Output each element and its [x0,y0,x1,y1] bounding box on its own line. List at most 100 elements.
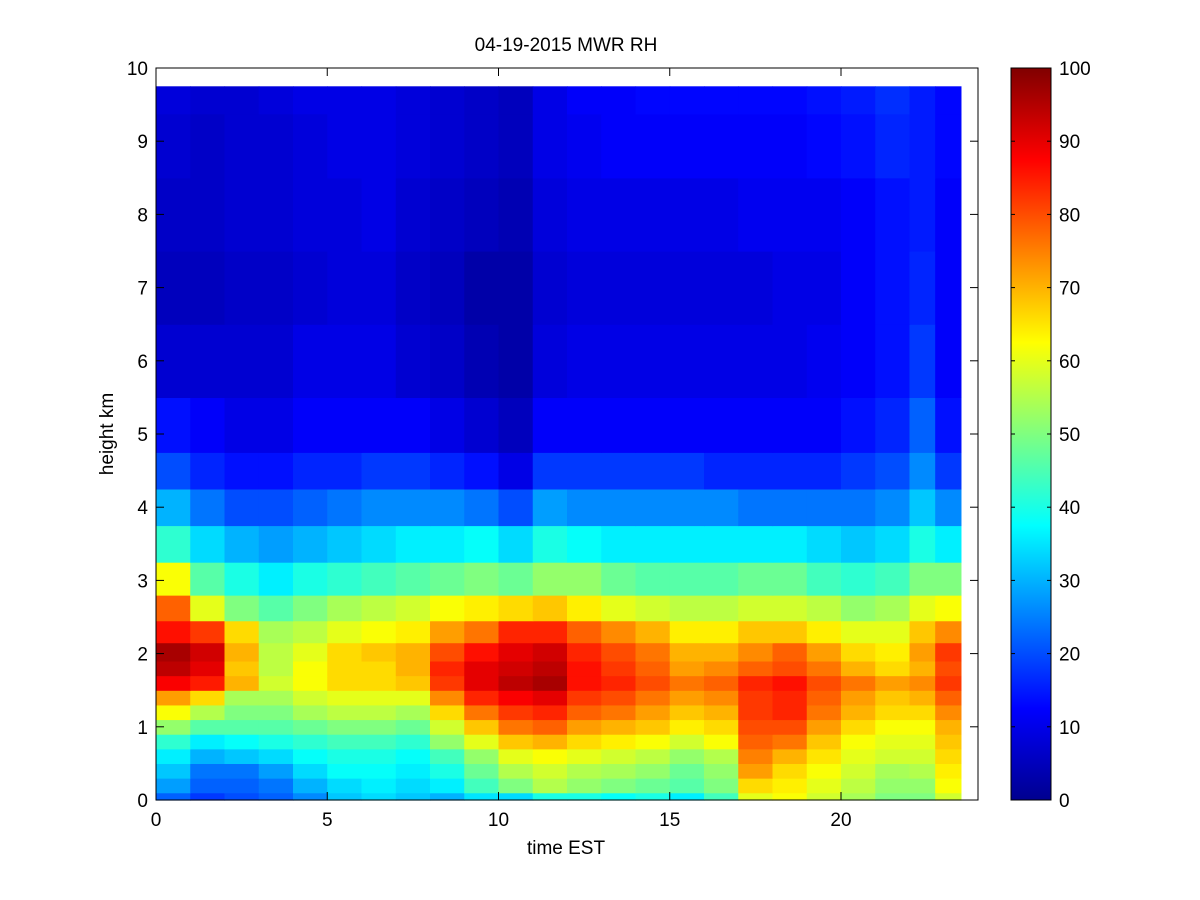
chart-title: 04-19-2015 MWR RH [475,35,658,56]
heatmap-cell [935,778,962,794]
heatmap-cell [190,113,226,179]
heatmap-cell [841,642,876,662]
heatmap-cell [430,324,465,398]
heatmap-cell [935,748,962,764]
heatmap-cell [395,595,431,622]
heatmap-cell [327,251,363,325]
heatmap-cell [327,675,363,691]
heatmap-cell [704,704,739,721]
heatmap-cell [875,525,911,563]
heatmap-cell [498,719,534,735]
heatmap-cell [635,748,671,764]
heatmap-cell [669,734,705,750]
heatmap-cell [361,595,397,622]
heatmap-cell [327,595,363,622]
heatmap-cell [258,642,294,662]
heatmap-cell [772,704,808,721]
heatmap-cell [909,704,936,721]
heatmap-cell [806,620,842,644]
heatmap-cell [293,719,328,735]
heatmap-cell [669,642,705,662]
heatmap-cell [430,675,465,691]
heatmap-cell [738,734,774,750]
heatmap-cell [258,452,294,490]
heatmap-cell [772,763,808,779]
heatmap-cell [772,642,808,662]
heatmap-cell [430,763,465,779]
heatmap-cell [327,488,363,527]
heatmap-cell [224,620,260,644]
heatmap-cell [772,488,808,527]
heatmap-cell [841,778,876,794]
heatmap-cell [669,86,705,115]
heatmap-cell [567,719,602,735]
heatmap-cell [567,704,602,721]
heatmap-cell [430,734,465,750]
heatmap-cell [909,488,936,527]
heatmap-cell [806,748,842,764]
heatmap-cell [875,452,911,490]
heatmap-cell [224,642,260,662]
heatmap-cell [704,763,739,779]
heatmap-cell [567,690,602,706]
heatmap-cell [395,778,431,794]
heatmap-cell [738,660,774,677]
heatmap-cell [498,324,534,398]
heatmap-cell [156,675,191,691]
heatmap-cell [635,397,671,453]
heatmap-cell [635,660,671,677]
heatmap-cell [258,397,294,453]
heatmap-cell [430,177,465,252]
x-tick-label: 0 [151,810,162,831]
heatmap-cell [841,690,876,706]
heatmap-cell [909,525,936,563]
heatmap-cell [567,251,602,325]
heatmap-cell [327,113,363,179]
heatmap-cell [293,660,328,677]
heatmap-cell [772,620,808,644]
heatmap-cell [498,690,534,706]
heatmap-cell [224,778,260,794]
heatmap-cell [669,660,705,677]
heatmap-cell [635,324,671,398]
heatmap-cell [293,620,328,644]
heatmap-cell [258,792,294,801]
heatmap-cell [498,660,534,677]
heatmap-cell [361,177,397,252]
heatmap-cell [704,86,739,115]
heatmap-cell [395,792,431,801]
heatmap-cell [738,748,774,764]
heatmap-cell [156,452,191,490]
heatmap-cell [669,324,705,398]
heatmap-cell [258,562,294,596]
heatmap-cell [532,778,568,794]
heatmap-cell [738,763,774,779]
heatmap-cell [601,177,637,252]
heatmap-cell [909,675,936,691]
heatmap-cell [935,397,962,453]
heatmap-cell [190,397,226,453]
heatmap-cell [635,595,671,622]
heatmap-cell [464,792,500,801]
heatmap-cell [430,642,465,662]
heatmap-cell [156,113,191,179]
heatmap-cell [601,251,637,325]
heatmap-cell [156,595,191,622]
heatmap-cell [669,620,705,644]
heatmap-cell [875,562,911,596]
heatmap-cell [601,748,637,764]
heatmap-cell [190,562,226,596]
heatmap-cell [327,177,363,252]
heatmap-cell [430,452,465,490]
heatmap-cell [464,488,500,527]
heatmap-cell [601,792,637,801]
heatmap-cell [464,748,500,764]
heatmap-cell [909,251,936,325]
heatmap-cell [704,488,739,527]
heatmap-cell [395,734,431,750]
heatmap-cell [224,488,260,527]
heatmap-cell [258,704,294,721]
heatmap-cell [258,525,294,563]
heatmap-cell [190,704,226,721]
heatmap-cell [156,86,191,115]
